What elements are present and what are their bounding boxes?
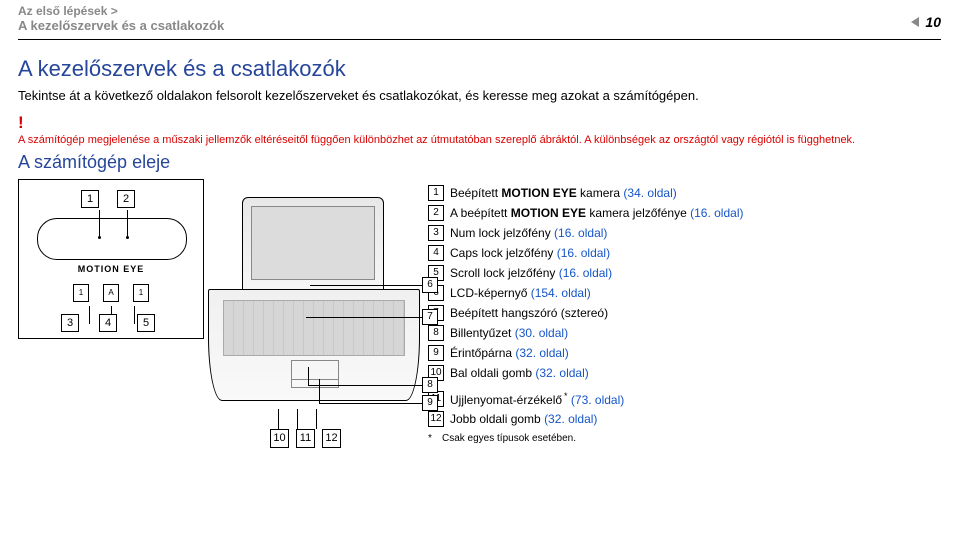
callout-9: 9 bbox=[422, 395, 438, 411]
callout-10: 10 bbox=[270, 429, 289, 448]
callout-12: 12 bbox=[322, 429, 341, 448]
list-item-text: Beépített hangszóró (sztereó) bbox=[450, 306, 608, 320]
list-item: 10Bal oldali gomb (32. oldal) bbox=[428, 365, 941, 381]
list-item-number: 12 bbox=[428, 411, 444, 427]
list-item-text: Num lock jelzőfény (16. oldal) bbox=[450, 226, 607, 240]
camera-oval bbox=[37, 218, 187, 260]
note-text: A számítógép megjelenése a műszaki jelle… bbox=[0, 133, 959, 152]
list-item-text: Bal oldali gomb (32. oldal) bbox=[450, 366, 589, 380]
list-item-text: Jobb oldali gomb (32. oldal) bbox=[450, 412, 597, 426]
list-item-text: LCD-képernyő (154. oldal) bbox=[450, 286, 591, 300]
page-number-wrap: 10 bbox=[911, 14, 941, 30]
callout-3: 3 bbox=[61, 314, 79, 332]
list-item: 4 Caps lock jelzőfény (16. oldal) bbox=[428, 245, 941, 261]
page-ref-link[interactable]: (16. oldal) bbox=[557, 246, 610, 260]
breadcrumb-line2: A kezelőszervek és a csatlakozók bbox=[0, 18, 959, 37]
callout-11: 11 bbox=[296, 429, 315, 448]
list-item-text: Beépített MOTION EYE kamera (34. oldal) bbox=[450, 186, 677, 200]
callout-5: 5 bbox=[137, 314, 155, 332]
list-item: 6LCD-képernyő (154. oldal) bbox=[428, 285, 941, 301]
list-item-number: 3 bbox=[428, 225, 444, 241]
list-item: 9 Érintőpárna (32. oldal) bbox=[428, 345, 941, 361]
list-item-text: Billentyűzet (30. oldal) bbox=[450, 326, 568, 340]
page-ref-link[interactable]: (32. oldal) bbox=[535, 366, 588, 380]
page-ref-link[interactable]: (73. oldal) bbox=[568, 393, 625, 407]
list-item-number: 9 bbox=[428, 345, 444, 361]
list-item-number: 4 bbox=[428, 245, 444, 261]
callout-1: 1 bbox=[81, 190, 99, 208]
laptop-screen bbox=[242, 197, 384, 291]
list-item-number: 2 bbox=[428, 205, 444, 221]
list-item: 3 Num lock jelzőfény (16. oldal) bbox=[428, 225, 941, 241]
page-ref-link[interactable]: (32. oldal) bbox=[544, 412, 597, 426]
callout-6: 6 bbox=[422, 277, 438, 293]
callout-7: 7 bbox=[422, 309, 438, 325]
list-item: 2 A beépített MOTION EYE kamera jelzőfény… bbox=[428, 205, 941, 221]
list-item-text: Érintőpárna (32. oldal) bbox=[450, 346, 569, 360]
page-ref-link[interactable]: (16. oldal) bbox=[554, 226, 607, 240]
laptop-keyboard bbox=[223, 300, 405, 356]
list-item: 7Beépített hangszóró (sztereó) bbox=[428, 305, 941, 321]
page-ref-link[interactable]: (32. oldal) bbox=[515, 346, 568, 360]
section-subtitle: A számítógép eleje bbox=[0, 152, 959, 179]
page-number: 10 bbox=[925, 14, 941, 30]
indicator-numlock-icon: 1 bbox=[73, 284, 89, 302]
laptop-illustration bbox=[208, 197, 418, 401]
page-ref-link[interactable]: (154. oldal) bbox=[531, 286, 591, 300]
list-item-number: 1 bbox=[428, 185, 444, 201]
figure: 1 2 MOTION EYE 1 A 1 3 4 5 bbox=[18, 179, 428, 459]
footnote: *Csak egyes típusok esetében. bbox=[428, 433, 941, 444]
divider bbox=[18, 39, 941, 40]
callout-8: 8 bbox=[422, 377, 438, 393]
list-item-text: Ujjlenyomat-érzékelő* (73. oldal) bbox=[450, 391, 624, 407]
list-item-number: 8 bbox=[428, 325, 444, 341]
list-item: 11Ujjlenyomat-érzékelő* (73. oldal) bbox=[428, 391, 941, 407]
page-ref-link[interactable]: (30. oldal) bbox=[515, 326, 568, 340]
note-bang-icon: ! bbox=[0, 111, 959, 133]
list-item-text: Caps lock jelzőfény (16. oldal) bbox=[450, 246, 610, 260]
list-item-text: A beépített MOTION EYE kamera jelzőfénye… bbox=[450, 206, 744, 220]
list-item-text: Scroll lock jelzőfény (16. oldal) bbox=[450, 266, 612, 280]
page-title: A kezelőszervek és a csatlakozók bbox=[0, 50, 959, 88]
motion-eye-label: MOTION EYE bbox=[19, 264, 203, 274]
page-ref-link[interactable]: (16. oldal) bbox=[690, 206, 743, 220]
indicator-scrolllock-icon: 1 bbox=[133, 284, 149, 302]
page-ref-link[interactable]: (34. oldal) bbox=[623, 186, 676, 200]
list-item: 5Scroll lock jelzőfény (16. oldal) bbox=[428, 265, 941, 281]
list-item: 8 Billentyűzet (30. oldal) bbox=[428, 325, 941, 341]
figure-inset: 1 2 MOTION EYE 1 A 1 3 4 5 bbox=[18, 179, 204, 339]
callout-2: 2 bbox=[117, 190, 135, 208]
indicator-capslock-icon: A bbox=[103, 284, 119, 302]
callout-4: 4 bbox=[99, 314, 117, 332]
list-item: 1 Beépített MOTION EYE kamera (34. oldal) bbox=[428, 185, 941, 201]
callout-list: 1 Beépített MOTION EYE kamera (34. oldal)… bbox=[428, 179, 941, 459]
nav-prev-icon bbox=[911, 17, 919, 27]
laptop-touchpad bbox=[291, 360, 339, 388]
list-item: 12 Jobb oldali gomb (32. oldal) bbox=[428, 411, 941, 427]
intro-text: Tekintse át a következő oldalakon felsor… bbox=[0, 88, 959, 111]
page-ref-link[interactable]: (16. oldal) bbox=[559, 266, 612, 280]
breadcrumb-line1: Az első lépések > bbox=[0, 0, 959, 18]
